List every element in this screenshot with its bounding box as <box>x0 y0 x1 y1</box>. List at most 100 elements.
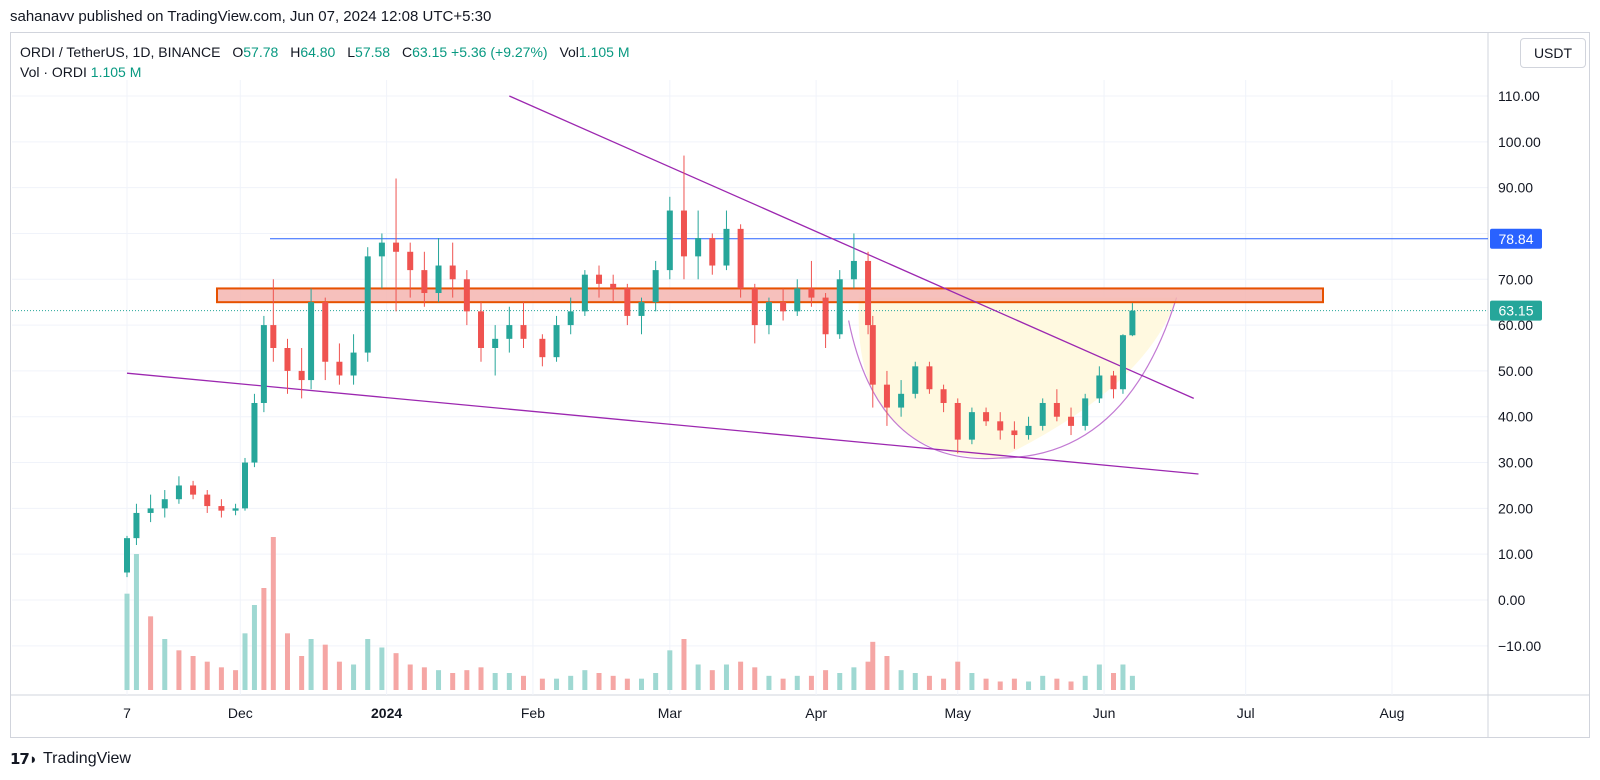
volume-bar <box>539 678 545 690</box>
candle-body <box>794 288 801 312</box>
candle-body <box>190 485 197 495</box>
cup-pattern-fill <box>858 297 1177 458</box>
candle-body <box>449 265 456 280</box>
volume-bar <box>299 656 305 690</box>
volume-bar <box>568 675 574 690</box>
y-tick-label: −10.00 <box>1498 638 1541 654</box>
volume-bar <box>322 644 328 690</box>
volume-bar <box>941 678 947 690</box>
candle-body <box>624 288 631 316</box>
candle-body <box>581 274 588 312</box>
volume-bar <box>393 653 399 690</box>
volume-bar <box>582 670 588 690</box>
candle-body <box>232 508 239 511</box>
volume-bar <box>912 673 918 690</box>
volume-bar <box>851 667 857 690</box>
volume-bar <box>969 673 975 690</box>
candle-body <box>751 288 758 326</box>
chart-frame <box>10 32 1590 738</box>
volume-bar <box>983 678 989 690</box>
volume-bar <box>1068 681 1074 690</box>
candle-body <box>421 270 428 294</box>
volume-series-label[interactable]: Vol · ORDI <box>20 64 87 80</box>
candle-body <box>638 302 645 316</box>
candle-body <box>822 297 829 335</box>
volume-bar <box>379 647 385 690</box>
volume-bar <box>794 675 800 690</box>
open-value: 57.78 <box>243 44 279 60</box>
candle-body <box>926 366 933 390</box>
candle-body <box>912 366 919 394</box>
cup-pattern-arc <box>848 297 1178 460</box>
x-tick-label: May <box>945 705 971 721</box>
candle-body <box>378 242 385 257</box>
volume-bar <box>723 664 729 690</box>
volume-bar <box>284 633 290 690</box>
volume-bar <box>162 639 168 690</box>
footer-brand[interactable]: 𝟭𝟳◗ TradingView <box>10 750 131 768</box>
candle-body <box>968 412 975 440</box>
volume-bar <box>695 664 701 690</box>
candle-body <box>983 412 990 422</box>
y-tick-label: 50.00 <box>1498 363 1533 379</box>
candle-body <box>492 338 499 348</box>
volume-bar <box>823 670 829 690</box>
candle-body <box>1082 398 1089 426</box>
y-tick-label: 0.00 <box>1498 592 1525 608</box>
currency-button[interactable]: USDT <box>1520 38 1586 68</box>
x-tick-label: Aug <box>1380 705 1405 721</box>
candle-body <box>780 302 787 312</box>
volume-bar <box>1111 673 1117 690</box>
volume-bar <box>1011 678 1017 690</box>
y-tick-label: 40.00 <box>1498 409 1533 425</box>
volume-bar <box>624 678 630 690</box>
brand-name: TradingView <box>42 750 131 767</box>
volume-bar <box>492 673 498 690</box>
candle-body <box>175 485 182 500</box>
x-tick-label: 2024 <box>371 705 402 721</box>
volume-bar <box>884 656 890 690</box>
x-tick-label: Jul <box>1237 705 1255 721</box>
candle-body <box>680 210 687 257</box>
candle-body <box>836 279 843 335</box>
trendline-upper <box>509 95 1195 399</box>
volume-bar <box>898 670 904 690</box>
volume-bar <box>336 661 342 690</box>
change-value: +5.36 (+9.27%) <box>451 44 548 60</box>
candle-body <box>322 302 329 362</box>
volume-bar <box>865 661 871 690</box>
symbol-title[interactable]: ORDI / TetherUS, 1D, BINANCE <box>20 44 221 60</box>
volume-bar <box>955 661 961 690</box>
volume-bar <box>653 673 659 690</box>
volume-series-value: 1.105 M <box>90 64 142 80</box>
volume-bar <box>780 678 786 690</box>
candle-body <box>1011 430 1018 436</box>
candle-body <box>364 256 371 353</box>
publish-info: sahanavv published on TradingView.com, J… <box>10 8 492 25</box>
candle-body <box>1119 335 1126 390</box>
candle-body <box>284 348 291 371</box>
volume-bar <box>133 554 139 690</box>
candle-body <box>1110 375 1117 390</box>
candle-body <box>133 512 140 539</box>
ohlc-line: ORDI / TetherUS, 1D, BINANCE O57.78 H64.… <box>20 42 630 62</box>
volume-bar <box>261 588 267 690</box>
volume-bar <box>436 670 442 690</box>
candle-body <box>666 210 673 271</box>
candle-body <box>567 311 574 326</box>
candle-body <box>260 325 267 403</box>
x-tick-label: Dec <box>228 705 253 721</box>
volume-bar <box>365 639 371 690</box>
candle-body <box>940 389 947 403</box>
volume-bar <box>638 678 644 690</box>
volume-bar <box>554 678 560 690</box>
candle-body <box>204 494 211 507</box>
last-price-label: 63.15 <box>1498 303 1533 319</box>
volume-bar <box>190 656 196 690</box>
volume-bar <box>1026 681 1032 690</box>
volume-bar <box>997 681 1003 690</box>
last-price-label-bg <box>1490 300 1542 321</box>
volume-bar <box>204 661 210 690</box>
low-label: L <box>347 44 356 60</box>
